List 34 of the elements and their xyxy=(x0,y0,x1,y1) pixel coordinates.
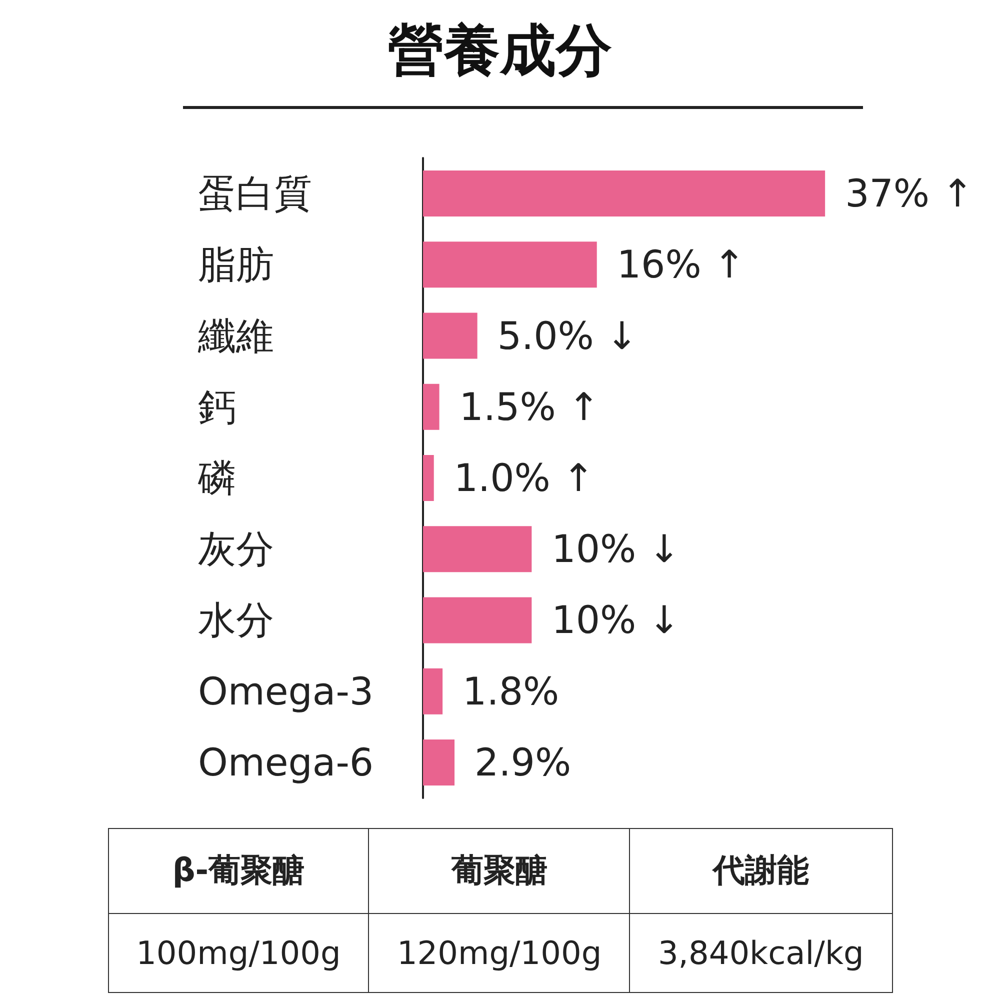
bar xyxy=(423,668,443,714)
data-label: 5.0% ↓ xyxy=(497,314,638,358)
y-tick-label: 纖維 xyxy=(197,314,274,358)
text: 葡聚醣 xyxy=(368,828,630,914)
data-label: 2.9% xyxy=(474,740,572,784)
data-label: 10% ↓ xyxy=(552,598,680,642)
bar xyxy=(423,384,440,430)
y-tick-label: 磷 xyxy=(197,456,236,500)
bar xyxy=(423,170,826,217)
bar xyxy=(423,455,434,501)
data-label: 37% ↑ xyxy=(845,172,974,216)
bar xyxy=(423,597,532,644)
data-label: 1.0% ↑ xyxy=(454,456,594,500)
y-tick-label: 水分 xyxy=(198,598,274,642)
text: 3,840kcal/kg xyxy=(630,914,892,992)
bar xyxy=(423,526,532,572)
text: 100mg/100g xyxy=(108,914,369,992)
data-label: 10% ↓ xyxy=(552,527,680,572)
chart-title: 營養成分 xyxy=(388,18,612,84)
data-label: 16% ↑ xyxy=(616,242,746,287)
text: 代謝能 xyxy=(630,828,892,914)
y-tick-label: 鈣 xyxy=(198,384,236,429)
bar xyxy=(423,242,597,288)
text: β-葡聚醣 xyxy=(108,828,369,914)
data-label: 1.5% ↑ xyxy=(459,384,600,429)
bar xyxy=(423,312,478,359)
y-tick-label: 灰分 xyxy=(198,527,274,572)
y-tick-label: Omega-6 xyxy=(198,740,374,784)
bar xyxy=(423,739,455,786)
text: 120mg/100g xyxy=(368,914,630,992)
y-tick-label: 蛋白質 xyxy=(198,172,312,216)
y-tick-label: Omega-3 xyxy=(198,669,374,714)
y-tick-label: 脂肪 xyxy=(198,242,274,287)
data-label: 1.8% xyxy=(462,669,560,714)
